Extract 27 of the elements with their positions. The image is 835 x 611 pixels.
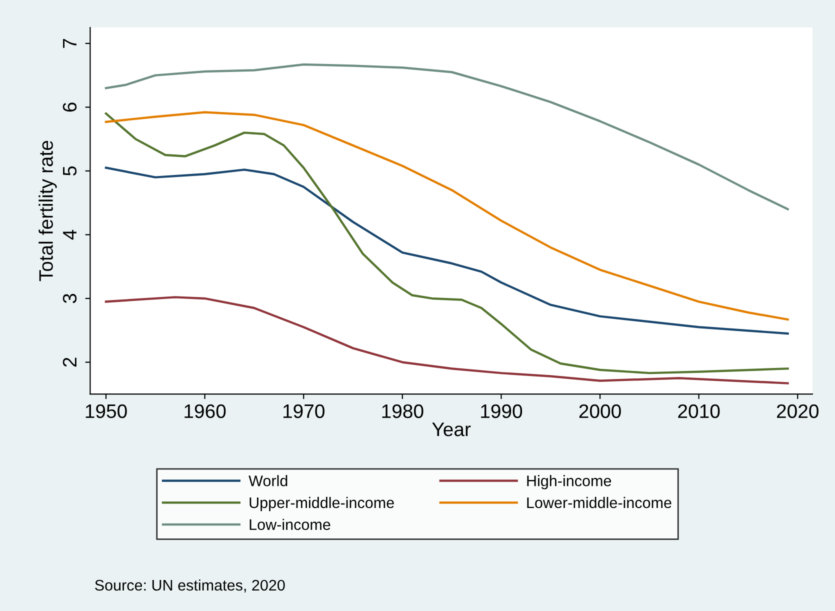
x-tick-label: 2010 <box>678 404 720 418</box>
legend-label: High-income <box>527 475 612 490</box>
x-tick-label: 1980 <box>382 404 424 418</box>
x-tick-label: 1960 <box>184 404 226 418</box>
y-tick-label: 5 <box>63 166 77 176</box>
line-series <box>104 166 789 335</box>
legend-label: Low-income <box>250 518 330 530</box>
x-axis-title: Year <box>432 422 471 436</box>
line-series <box>104 112 789 374</box>
legend-label: Lower-middle-income <box>527 496 672 508</box>
y-tick-label: 2 <box>62 358 76 367</box>
x-tick-label: 2020 <box>776 404 819 418</box>
y-axis-title: Total fertility rate <box>38 140 57 282</box>
y-tick-label: 6 <box>62 102 77 112</box>
x-tick-label: 1990 <box>481 404 522 418</box>
line-series <box>104 296 789 384</box>
y-tick-label: 3 <box>62 294 77 304</box>
line-series <box>104 111 789 321</box>
legend-label: World <box>248 475 288 486</box>
x-tick-label: 2000 <box>579 404 621 418</box>
source-note: Source: UN estimates, 2020 <box>95 579 285 592</box>
legend-label: Upper-middle-income <box>250 496 394 512</box>
line-series <box>104 63 789 210</box>
x-tick-label: 1950 <box>86 404 127 418</box>
x-tick-label: 1970 <box>283 404 324 418</box>
y-tick-label: 7 <box>63 39 76 48</box>
y-tick-label: 4 <box>63 230 76 240</box>
